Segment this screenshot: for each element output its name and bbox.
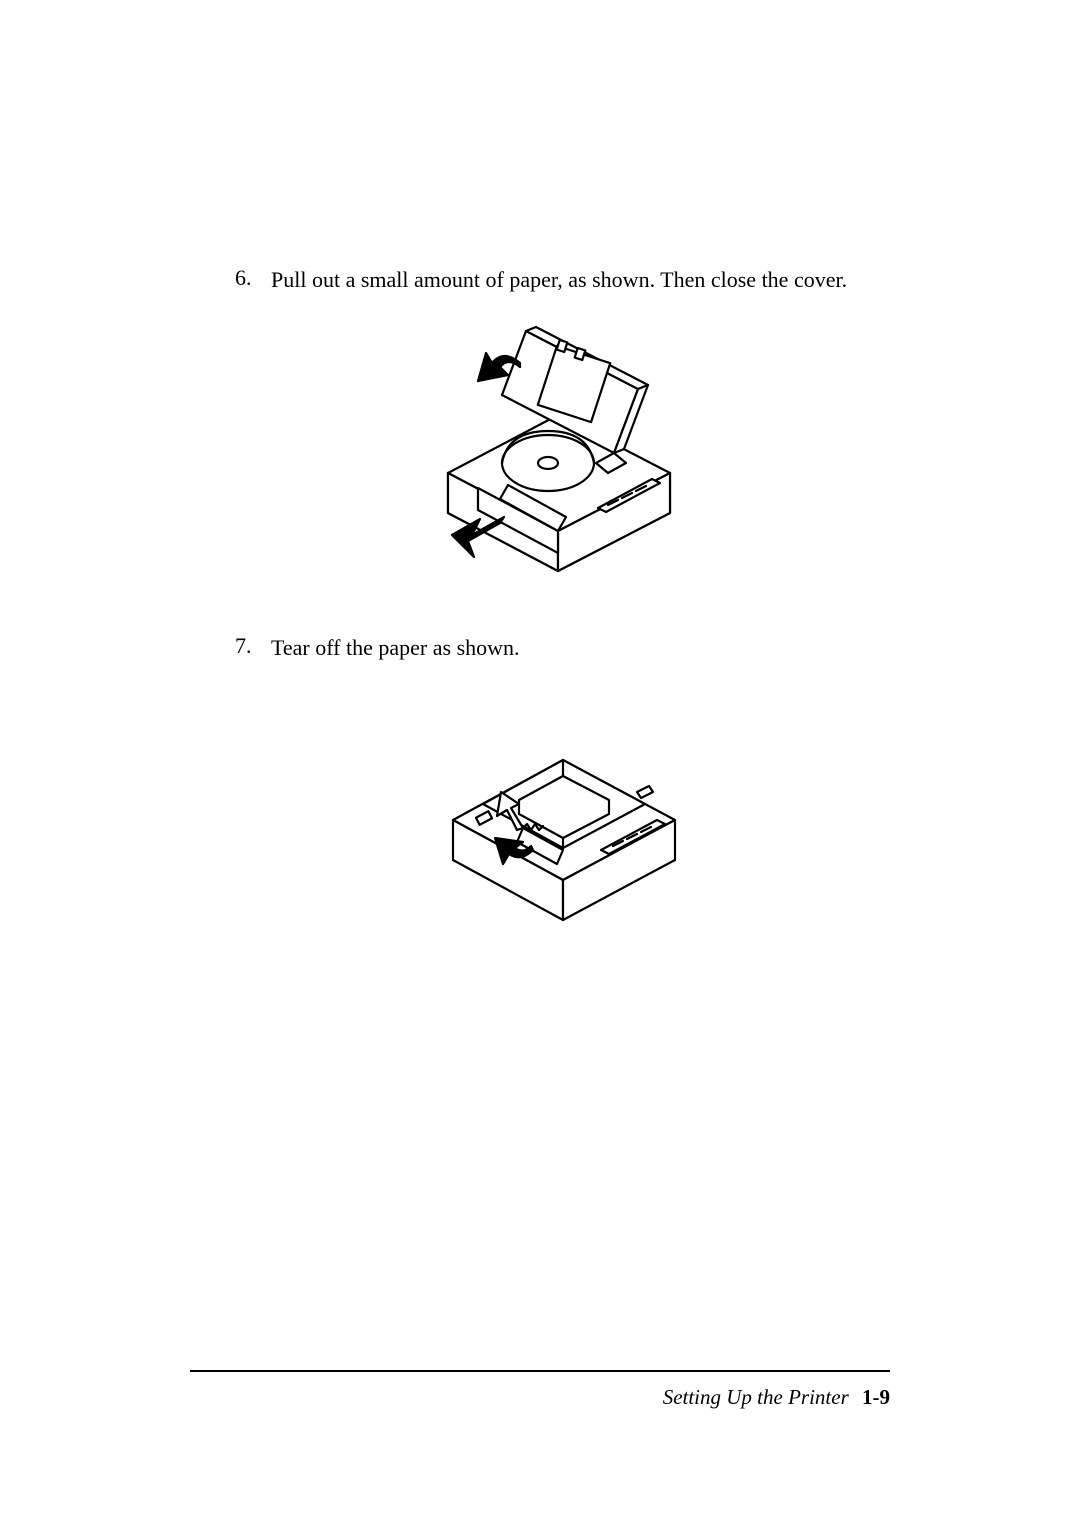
step-text: Tear off the paper as shown. (271, 633, 520, 663)
footer-rule (190, 1370, 890, 1372)
step-text: Pull out a small amount of paper, as sho… (271, 265, 847, 295)
step-number: 7. (235, 633, 271, 663)
figure-printer-open (235, 313, 890, 603)
step-7: 7. Tear off the paper as shown. (235, 633, 890, 663)
step-6: 6. Pull out a small amount of paper, as … (235, 265, 890, 295)
footer-section: Setting Up the Printer (663, 1385, 849, 1409)
footer: Setting Up the Printer 1-9 (663, 1385, 890, 1410)
manual-page: 6. Pull out a small amount of paper, as … (0, 0, 1080, 1528)
figure-printer-closed (235, 680, 890, 940)
step-number: 6. (235, 265, 271, 295)
footer-page-number: 1-9 (862, 1385, 890, 1409)
